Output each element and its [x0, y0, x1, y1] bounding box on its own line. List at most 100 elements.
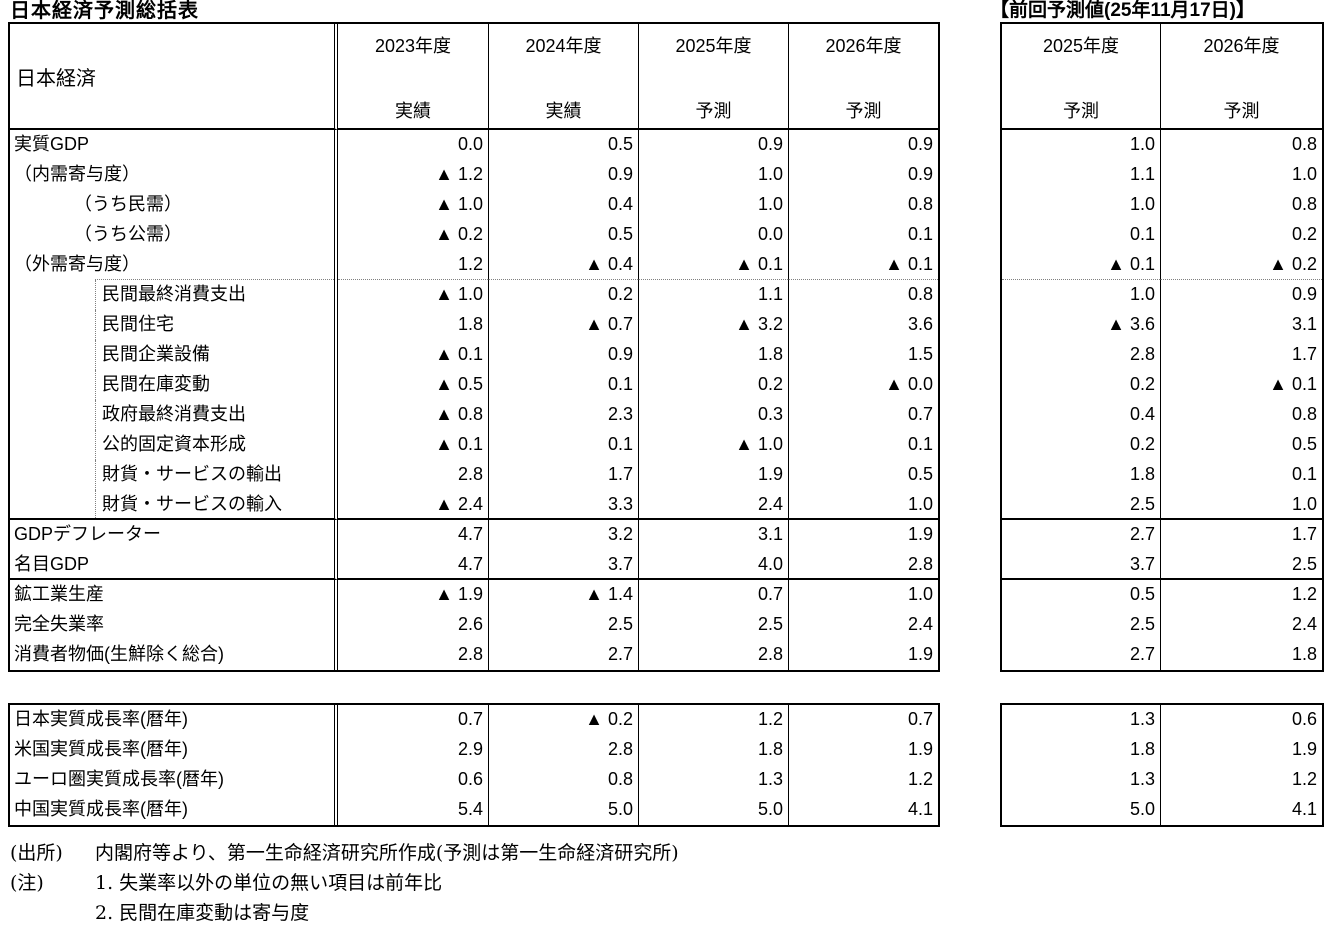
- value-cell: 0.1: [1160, 460, 1322, 490]
- value-cell: 0.8: [1160, 400, 1322, 430]
- row-label: ユーロ圏実質成長率(暦年): [10, 765, 338, 795]
- value-cell: 1.8: [457, 314, 483, 334]
- japan-economy-table: 日本経済 2023年度 実績 2024年度 実績 2025年度 予測 2026年度 予測 実質GD…: [8, 22, 940, 672]
- value-cell: 1.9: [788, 520, 938, 550]
- value-cell: 0.7: [788, 705, 938, 735]
- column-header: 2023年度 実績: [338, 24, 488, 130]
- row-label: 政府最終消費支出: [10, 400, 338, 430]
- dotted-divider: [95, 310, 96, 340]
- dotted-divider: [95, 400, 96, 430]
- value-cell: 0.4: [1129, 404, 1155, 424]
- footnote-tag: (出所): [10, 842, 63, 864]
- value-cell: ▲ 0.0: [788, 370, 938, 400]
- value-cell: 2.4: [638, 490, 788, 520]
- value-cell: 3.7: [1002, 550, 1160, 580]
- value-cell: 1.3: [638, 765, 788, 795]
- value-cell: 2.8: [638, 640, 788, 670]
- footnote-source: (出所) 内閣府等より、第一生命経済研究所作成(予測は第一生命経済研究所): [10, 838, 910, 868]
- value-cell: 1.5: [788, 340, 938, 370]
- value-cell: 3.2: [488, 520, 638, 550]
- value-cell: ▲ 0.1: [638, 250, 788, 280]
- row-label: 実質GDP: [10, 130, 338, 160]
- column-type: 予測: [1063, 101, 1099, 121]
- value-cell: 1.0: [1129, 284, 1155, 304]
- dotted-divider: [95, 490, 96, 518]
- previous-forecast-header: 【前回予測値(25年11月17日)】: [990, 0, 1256, 21]
- row-label: 名目GDP: [10, 550, 338, 580]
- value-cell: ▲ 1.0: [435, 284, 483, 304]
- column-year: 2023年度: [374, 36, 452, 56]
- row-label: 財貨・サービスの輸入: [10, 490, 338, 520]
- value-cell: ▲ 1.0: [638, 430, 788, 460]
- value-cell: 0.2: [638, 370, 788, 400]
- value-cell: 0.2: [1129, 434, 1155, 454]
- value-cell: 1.9: [788, 735, 938, 765]
- value-cell: 4.7: [457, 524, 483, 544]
- value-cell: 1.7: [488, 460, 638, 490]
- value-cell: 2.5: [488, 610, 638, 640]
- footnote-note-1: (注) 1. 失業率以外の単位の無い項目は前年比: [10, 868, 910, 898]
- world-growth-table: 日本実質成長率(暦年) 0.7 ▲ 0.2 1.2 0.7 米国実質成長率(暦年) 2.9 2…: [8, 703, 940, 827]
- value-cell: 2.5: [1002, 490, 1160, 520]
- column-year: 2025年度: [675, 36, 752, 56]
- column-year: 2024年度: [525, 36, 602, 56]
- value-cell: ▲ 0.2: [1160, 250, 1322, 280]
- column-year: 2026年度: [1203, 36, 1280, 56]
- value-cell: 0.9: [1160, 280, 1322, 310]
- row-label: 日本実質成長率(暦年): [10, 705, 338, 735]
- column-year: 2026年度: [825, 36, 902, 56]
- row-label: 中国実質成長率(暦年): [10, 795, 338, 825]
- row-label: GDPデフレーター: [10, 520, 338, 550]
- value-cell: ▲ 1.9: [435, 584, 483, 604]
- value-cell: 0.5: [1160, 430, 1322, 460]
- value-cell: 3.7: [488, 550, 638, 580]
- value-cell: 0.1: [788, 220, 938, 250]
- value-cell: 1.8: [638, 735, 788, 765]
- value-cell: ▲ 0.1: [1160, 370, 1322, 400]
- value-cell: 0.2: [488, 280, 638, 310]
- value-cell: 0.5: [488, 130, 638, 160]
- value-cell: 1.2: [1160, 765, 1322, 795]
- footnotes: (出所) 内閣府等より、第一生命経済研究所作成(予測は第一生命経済研究所) (注…: [10, 838, 910, 928]
- value-cell: 2.8: [457, 464, 483, 484]
- value-cell: 0.1: [1129, 224, 1155, 244]
- value-cell: 0.8: [1160, 190, 1322, 220]
- value-cell: 0.4: [488, 190, 638, 220]
- previous-forecast-table: 2025年度 予測 2026年度 予測 1.0 0.8 1.1 1.0 1.0 0.8 0.1 0.2…: [1000, 22, 1324, 672]
- row-label: 財貨・サービスの輸出: [10, 460, 338, 490]
- column-type: 予測: [695, 101, 732, 121]
- value-cell: 0.7: [788, 400, 938, 430]
- value-cell: 2.6: [457, 614, 483, 634]
- value-cell: 2.4: [788, 610, 938, 640]
- row-label: （内需寄与度）: [10, 160, 338, 190]
- value-cell: 0.9: [788, 160, 938, 190]
- footnote-text: 内閣府等より、第一生命経済研究所作成(予測は第一生命経済研究所): [95, 842, 679, 864]
- value-cell: 0.3: [638, 400, 788, 430]
- value-cell: 0.2: [1160, 220, 1322, 250]
- value-cell: 0.7: [457, 709, 483, 729]
- row-label: 民間最終消費支出: [10, 280, 338, 310]
- value-cell: 3.3: [488, 490, 638, 520]
- column-type: 実績: [395, 101, 431, 121]
- value-cell: 4.7: [338, 550, 488, 580]
- value-cell: 5.0: [1129, 799, 1155, 819]
- column-type: 予測: [845, 101, 882, 121]
- value-cell: 0.6: [457, 769, 483, 789]
- value-cell: 1.1: [1129, 164, 1155, 184]
- value-cell: 0.8: [788, 190, 938, 220]
- column-type: 実績: [545, 101, 582, 121]
- value-cell: 2.7: [1129, 644, 1155, 664]
- value-cell: 1.1: [638, 280, 788, 310]
- value-cell: 2.8: [788, 550, 938, 580]
- value-cell: 2.5: [1129, 614, 1155, 634]
- page-title: 日本経済予測総括表: [10, 0, 199, 22]
- value-cell: ▲ 0.2: [435, 224, 483, 244]
- value-cell: 1.9: [788, 640, 938, 670]
- value-cell: 2.7: [488, 640, 638, 670]
- value-cell: 1.0: [638, 190, 788, 220]
- row-label: 鉱工業生産: [10, 580, 338, 610]
- value-cell: 5.4: [457, 799, 483, 819]
- column-type: 予測: [1223, 101, 1260, 121]
- value-cell: 3.6: [788, 310, 938, 340]
